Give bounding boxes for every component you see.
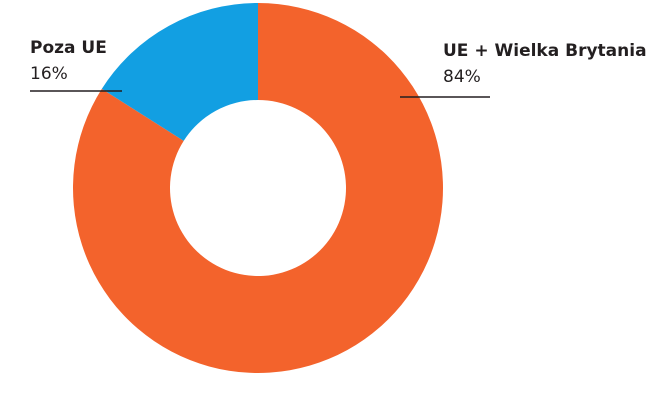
slice-value-label: 84% (443, 67, 481, 87)
donut-slice (101, 3, 258, 141)
slice-label: UE + Wielka Brytania (443, 41, 647, 61)
donut-slice (72, 3, 443, 374)
slice-label: Poza UE (30, 38, 107, 58)
slice-value-label: 16% (30, 64, 68, 84)
